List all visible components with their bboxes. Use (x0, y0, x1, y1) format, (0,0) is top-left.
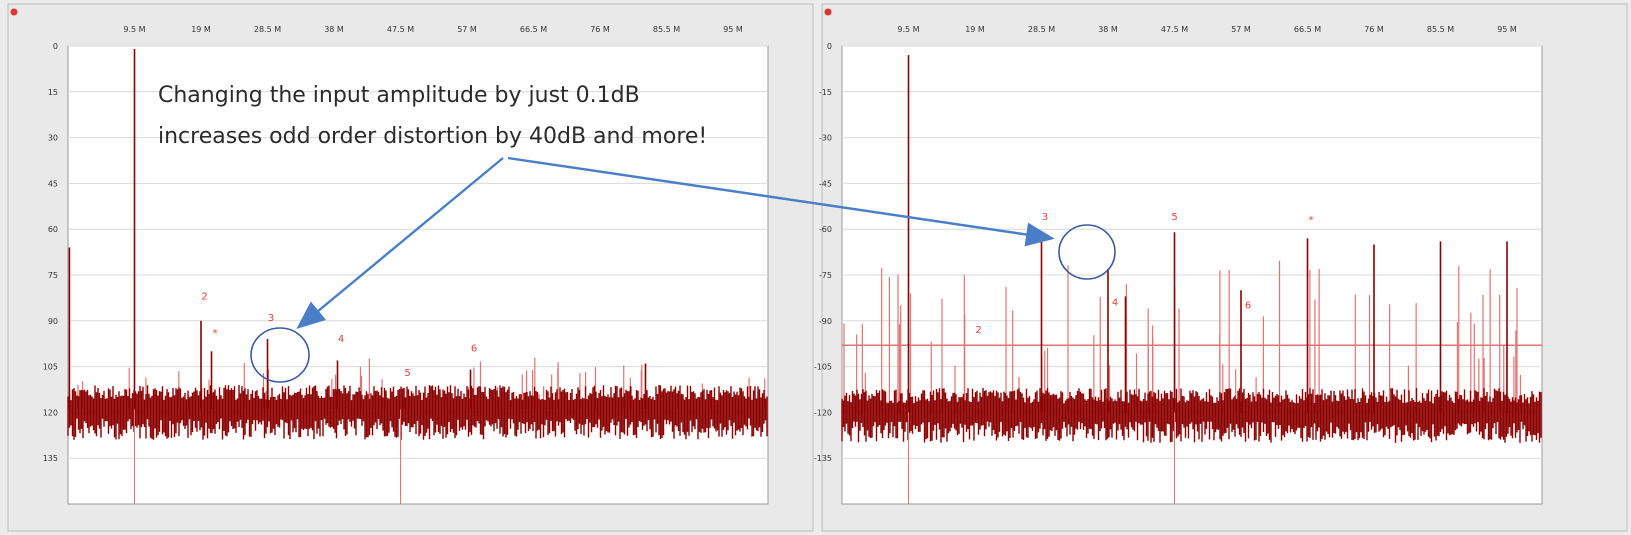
y-tick-label: -90 (819, 317, 832, 326)
arrow-to-right-circle (507, 156, 1055, 247)
noise-floor-trace (841, 388, 1542, 443)
harmonic-label: 5 (1171, 212, 1177, 223)
harmonic-label: 5 (404, 368, 410, 379)
y-tick-label: -45 (819, 179, 832, 188)
y-tick-label: -135 (814, 454, 832, 463)
x-tick-label: 28.5 M (1028, 25, 1055, 34)
y-tick-label: -120 (814, 408, 832, 417)
y-tick-label: 45 (48, 179, 58, 188)
y-tick-label: 0 (53, 42, 58, 51)
y-tick-label: 120 (43, 408, 58, 417)
x-tick-label: 95 M (723, 25, 743, 34)
annotation-layer: Changing the input amplitude by just 0.1… (158, 83, 1116, 383)
x-tick-label: 85.5 M (653, 25, 680, 34)
right-spectrum-plot: 0 -15 -30 -45 -60 -75 -90 -105 -120 -135 9.5 M 19 M… (814, 25, 1543, 505)
y-tick-label: 60 (48, 225, 58, 234)
x-tick-label: 47.5 M (1161, 25, 1188, 34)
y-tick-label: 105 (43, 363, 58, 372)
x-tick-label: 76 M (1364, 25, 1384, 34)
x-tick-label: 19 M (965, 25, 985, 34)
y-tick-label: 30 (48, 134, 58, 143)
y-tick-label: 135 (43, 454, 58, 463)
x-tick-label: 66.5 M (1294, 25, 1321, 34)
x-tick-label: 38 M (324, 25, 344, 34)
x-tick-label: 38 M (1098, 25, 1118, 34)
y-tick-label: 0 (827, 42, 832, 51)
harmonic-label: 2 (201, 291, 207, 302)
annotation-line-1: Changing the input amplitude by just 0.1… (158, 83, 640, 108)
y-tick-label: 15 (48, 88, 58, 97)
harmonic-label: 3 (268, 313, 274, 324)
red-dot-icon[interactable] (10, 8, 18, 16)
x-tick-label: 9.5 M (897, 25, 919, 34)
y-tick-label: -30 (819, 134, 832, 143)
harmonic-label: 6 (1245, 301, 1251, 312)
harmonic-label: 4 (338, 334, 344, 345)
y-tick-label: -75 (819, 271, 832, 280)
harmonic-label: 4 (1112, 298, 1118, 309)
noise-floor-trace (67, 385, 768, 440)
y-tick-label: -105 (814, 363, 832, 372)
x-tick-label: 57 M (1231, 25, 1251, 34)
harmonic-label: 2 (975, 325, 981, 336)
x-tick-label: 57 M (457, 25, 477, 34)
y-tick-label: 90 (48, 317, 58, 326)
x-tick-label: 76 M (590, 25, 610, 34)
x-tick-label: 9.5 M (123, 25, 145, 34)
x-tick-label: 28.5 M (254, 25, 281, 34)
y-tick-label: 75 (48, 271, 58, 280)
annotation-line-2: increases odd order distortion by 40dB a… (158, 124, 707, 149)
y-tick-label: -15 (819, 88, 832, 97)
red-dot-icon[interactable] (824, 8, 832, 16)
y-tick-label: -60 (819, 225, 832, 234)
x-tick-label: 95 M (1497, 25, 1517, 34)
harmonic-label: * (1309, 215, 1314, 226)
harmonic-label: 6 (471, 343, 477, 354)
x-tick-label: 85.5 M (1427, 25, 1454, 34)
arrow-to-left-circle (296, 157, 504, 330)
x-tick-label: 66.5 M (520, 25, 547, 34)
x-tick-label: 19 M (191, 25, 211, 34)
right-third-harmonic-circle (1058, 224, 1116, 280)
left-third-harmonic-circle (250, 327, 310, 383)
harmonic-label: * (213, 328, 218, 339)
x-tick-label: 47.5 M (387, 25, 414, 34)
harmonic-label: 3 (1042, 212, 1048, 223)
